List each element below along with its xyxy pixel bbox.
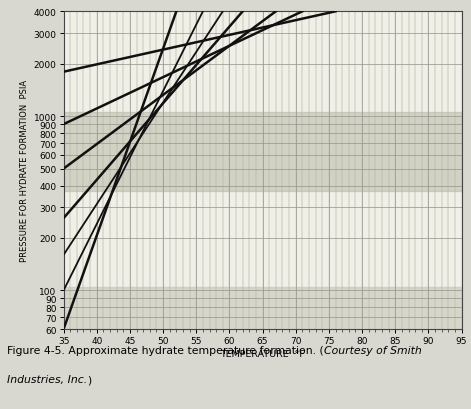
Text: Courtesy of Smith: Courtesy of Smith <box>324 346 422 355</box>
Text: Industries, Inc.: Industries, Inc. <box>7 374 87 384</box>
X-axis label: TEMPERATURE  °F: TEMPERATURE °F <box>220 349 305 358</box>
Text: ): ) <box>87 374 91 384</box>
Text: Figure 4-5. Approximate hydrate temperature formation. (: Figure 4-5. Approximate hydrate temperat… <box>7 346 324 355</box>
Bar <box>64 287 462 332</box>
Bar <box>64 113 462 192</box>
Y-axis label: PRESSURE FOR HYDRATE FORMATION  PSIA: PRESSURE FOR HYDRATE FORMATION PSIA <box>20 80 30 262</box>
